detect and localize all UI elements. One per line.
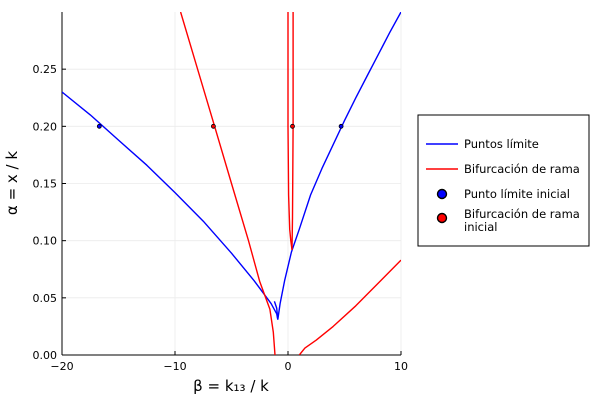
y-tick-label: 0.05 (33, 292, 58, 305)
legend-label-bifurcacion-de-rama-inicial-line1: Bifurcación de rama (464, 207, 580, 221)
legend-label-bifurcacion-de-rama-inicial-line2: inicial (464, 220, 497, 234)
marker-bifurcacion-de-rama-inicial-0 (210, 123, 216, 129)
x-tick-label: 10 (394, 360, 408, 373)
line-bifurcacion-de-rama-segment-0 (179, 12, 276, 355)
line-bifurcacion-de-rama-segment-2 (291, 12, 294, 250)
y-tick-label: 0.00 (33, 349, 58, 362)
legend-label-puntos-limite: Puntos límite (464, 137, 539, 151)
line-puntos-limite-segment-0 (62, 91, 279, 320)
legend-label-bifurcacion-de-rama: Bifurcación de rama (464, 162, 580, 176)
legend-box (417, 114, 590, 247)
line-puntos-limite-segment-1 (273, 301, 279, 320)
line-bifurcacion-de-rama-segment-1 (287, 12, 293, 250)
plot-area (62, 12, 401, 355)
line-bifurcacion-de-rama-segment-3 (298, 259, 401, 355)
x-tick-label: −10 (163, 360, 186, 373)
legend: Puntos límite Bifurcación de rama Punto … (417, 114, 590, 247)
y-axis-title: α = x / k (3, 151, 21, 215)
y-tick-label: 0.25 (33, 63, 58, 76)
legend-marker-punto-limite-inicial (436, 188, 448, 200)
x-tick-label: 0 (285, 360, 292, 373)
marker-punto-limite-inicial-1 (338, 123, 344, 129)
y-tick-label: 0.15 (33, 178, 58, 191)
y-tick-label: 0.10 (33, 235, 58, 248)
series-lines (62, 12, 401, 355)
marker-punto-limite-inicial-0 (96, 123, 102, 129)
x-axis-title: β = k₁₃ / k (193, 377, 269, 395)
legend-marker-bifurcacion-de-rama-inicial (436, 212, 448, 224)
marker-bifurcacion-de-rama-inicial-1 (290, 123, 295, 129)
y-tick-label: 0.20 (33, 120, 58, 133)
ticks: −20 −10 0 10 0.00 0.05 0.10 0.15 0.20 0.25 (33, 63, 409, 373)
legend-label-punto-limite-inicial: Punto límite inicial (464, 187, 570, 201)
line-puntos-limite-segment-2 (277, 12, 401, 320)
x-tick-label: −20 (50, 360, 73, 373)
